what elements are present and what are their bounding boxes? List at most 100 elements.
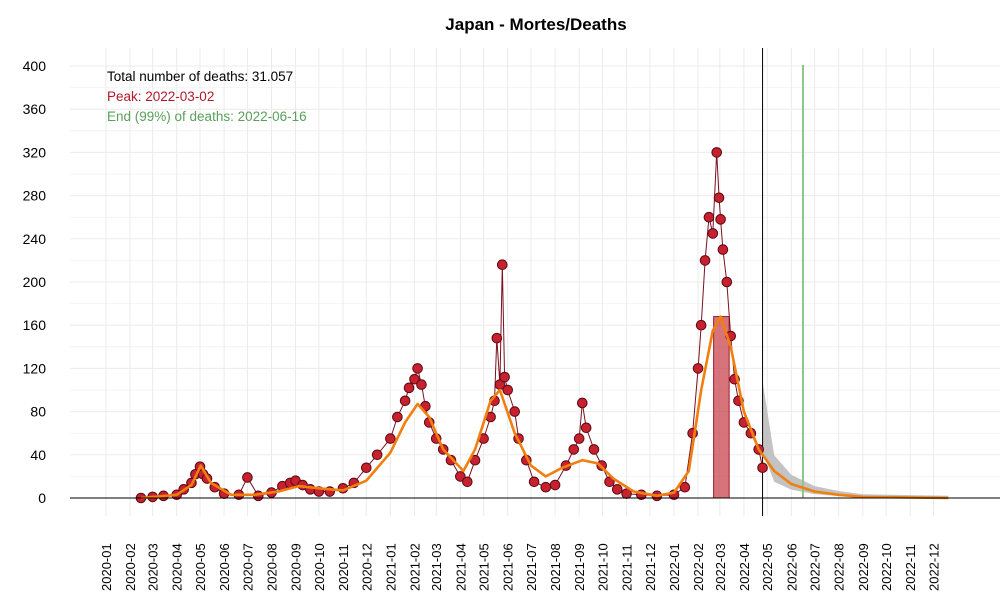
x-tick-label: 2021-10 xyxy=(596,543,611,591)
x-tick-label: 2022-03 xyxy=(713,543,728,591)
x-tick-label: 2021-05 xyxy=(477,543,492,591)
daily-deaths-point xyxy=(392,411,403,423)
y-tick-label: 0 xyxy=(38,490,46,506)
x-tick-label: 2020-04 xyxy=(170,543,185,591)
x-tick-label: 2020-11 xyxy=(336,544,351,591)
y-tick-label: 160 xyxy=(23,317,47,333)
daily-deaths-point xyxy=(509,406,521,417)
x-tick-label: 2022-10 xyxy=(879,543,894,591)
x-tick-label: 2020-01 xyxy=(99,543,114,591)
x-tick-label: 2020-03 xyxy=(146,543,161,591)
peak-band-layer xyxy=(713,316,730,499)
x-tick-label: 2021-12 xyxy=(643,543,658,591)
daily-deaths-point xyxy=(242,472,253,483)
y-tick-label: 120 xyxy=(23,360,47,376)
daily-deaths-point xyxy=(455,471,466,482)
daily-deaths-point xyxy=(679,481,691,493)
y-tick-label: 240 xyxy=(23,231,47,247)
daily-deaths-point xyxy=(491,332,503,344)
daily-deaths-point xyxy=(371,449,383,461)
daily-deaths-point xyxy=(385,433,396,444)
y-tick-label: 400 xyxy=(23,58,47,74)
daily-deaths-point xyxy=(695,319,707,331)
daily-deaths-point xyxy=(713,192,725,204)
x-tick-label: 2021-04 xyxy=(453,543,468,591)
projection-uncertainty-band xyxy=(762,381,949,498)
x-tick-label: 2020-08 xyxy=(265,543,280,591)
x-tick-label: 2021-09 xyxy=(572,543,587,591)
x-tick-label: 2020-09 xyxy=(289,543,304,591)
x-tick-label: 2021-02 xyxy=(407,543,422,591)
daily-deaths-point xyxy=(715,214,726,225)
daily-deaths-point xyxy=(711,147,723,158)
x-tick-label: 2020-02 xyxy=(123,543,138,591)
daily-deaths-point xyxy=(499,371,510,383)
x-tick-label: 2020-06 xyxy=(217,543,232,591)
daily-deaths-point xyxy=(403,382,415,394)
y-tick-label: 80 xyxy=(30,404,46,420)
daily-deaths-point xyxy=(588,444,600,455)
annotation-text: End (99%) of deaths: 2022-06-16 xyxy=(107,109,307,124)
x-tick-label: 2020-12 xyxy=(359,543,374,591)
y-tick-label: 40 xyxy=(30,447,46,463)
daily-deaths-point xyxy=(412,363,423,374)
x-tick-label: 2021-06 xyxy=(501,543,516,591)
daily-deaths-point xyxy=(573,433,585,444)
peak-band xyxy=(713,316,730,499)
daily-deaths-point xyxy=(399,395,411,407)
daily-deaths-point xyxy=(445,454,457,466)
y-tick-label: 280 xyxy=(23,188,47,204)
x-tick-label: 2022-02 xyxy=(691,543,706,591)
x-tick-label: 2021-07 xyxy=(524,543,539,591)
y-tick-label: 200 xyxy=(23,274,47,290)
y-tick-label: 360 xyxy=(23,101,47,117)
daily-deaths-point xyxy=(568,444,580,455)
x-tick-label: 2022-04 xyxy=(737,543,752,591)
chart-title: Japan - Mortes/Deaths xyxy=(445,15,626,34)
x-tick-label: 2022-01 xyxy=(667,543,682,591)
x-tick-label: 2022-12 xyxy=(927,543,942,591)
x-tick-label: 2022-11 xyxy=(903,544,918,591)
daily-deaths-point xyxy=(496,259,508,271)
daily-deaths-point xyxy=(707,228,719,239)
daily-deaths-point xyxy=(540,481,552,493)
x-tick-label: 2022-09 xyxy=(856,543,871,591)
daily-deaths-point xyxy=(703,211,715,223)
x-tick-label: 2020-05 xyxy=(193,543,208,591)
axes: 0 40 80 120 160 200 240 280 320 360 400 2020-01 2020… xyxy=(23,58,1000,591)
x-tick-label: 2021-11 xyxy=(620,544,635,591)
x-tick-label: 2021-03 xyxy=(429,543,444,591)
daily-deaths-point xyxy=(692,363,704,374)
daily-deaths-point xyxy=(721,276,733,288)
daily-deaths-point xyxy=(717,244,729,255)
annotation-text: Peak: 2022-03-02 xyxy=(107,89,214,104)
x-tick-label: 2020-10 xyxy=(312,543,327,591)
daily-deaths-point xyxy=(757,462,768,474)
daily-deaths-point xyxy=(549,479,561,491)
vertical-markers xyxy=(762,48,804,516)
smoothed-fit-line xyxy=(140,315,949,500)
daily-deaths-point xyxy=(462,476,473,488)
projection-layer xyxy=(762,381,949,498)
annotation-text: Total number of deaths: 31.057 xyxy=(107,69,293,84)
x-tick-label: 2022-05 xyxy=(760,543,775,591)
daily-deaths-point xyxy=(502,384,514,396)
x-tick-label: 2022-06 xyxy=(784,543,799,591)
daily-deaths-point xyxy=(528,476,540,488)
x-tick-label: 2021-08 xyxy=(548,543,563,591)
daily-deaths-point xyxy=(360,462,372,474)
daily-deaths-point xyxy=(611,484,623,495)
x-tick-label: 2020-07 xyxy=(240,543,255,591)
annotations: Total number of deaths: 31.057 Peak: 2022… xyxy=(107,69,307,124)
x-tick-label: 2022-07 xyxy=(808,543,823,591)
smoothed-fit-series xyxy=(140,315,949,500)
daily-deaths-point xyxy=(577,397,588,409)
daily-deaths-point xyxy=(416,379,427,390)
daily-deaths-point xyxy=(699,255,711,266)
daily-deaths-point xyxy=(409,373,420,385)
daily-deaths-point xyxy=(580,422,592,434)
daily-deaths-point xyxy=(604,476,615,488)
x-tick-label: 2022-08 xyxy=(832,543,847,591)
